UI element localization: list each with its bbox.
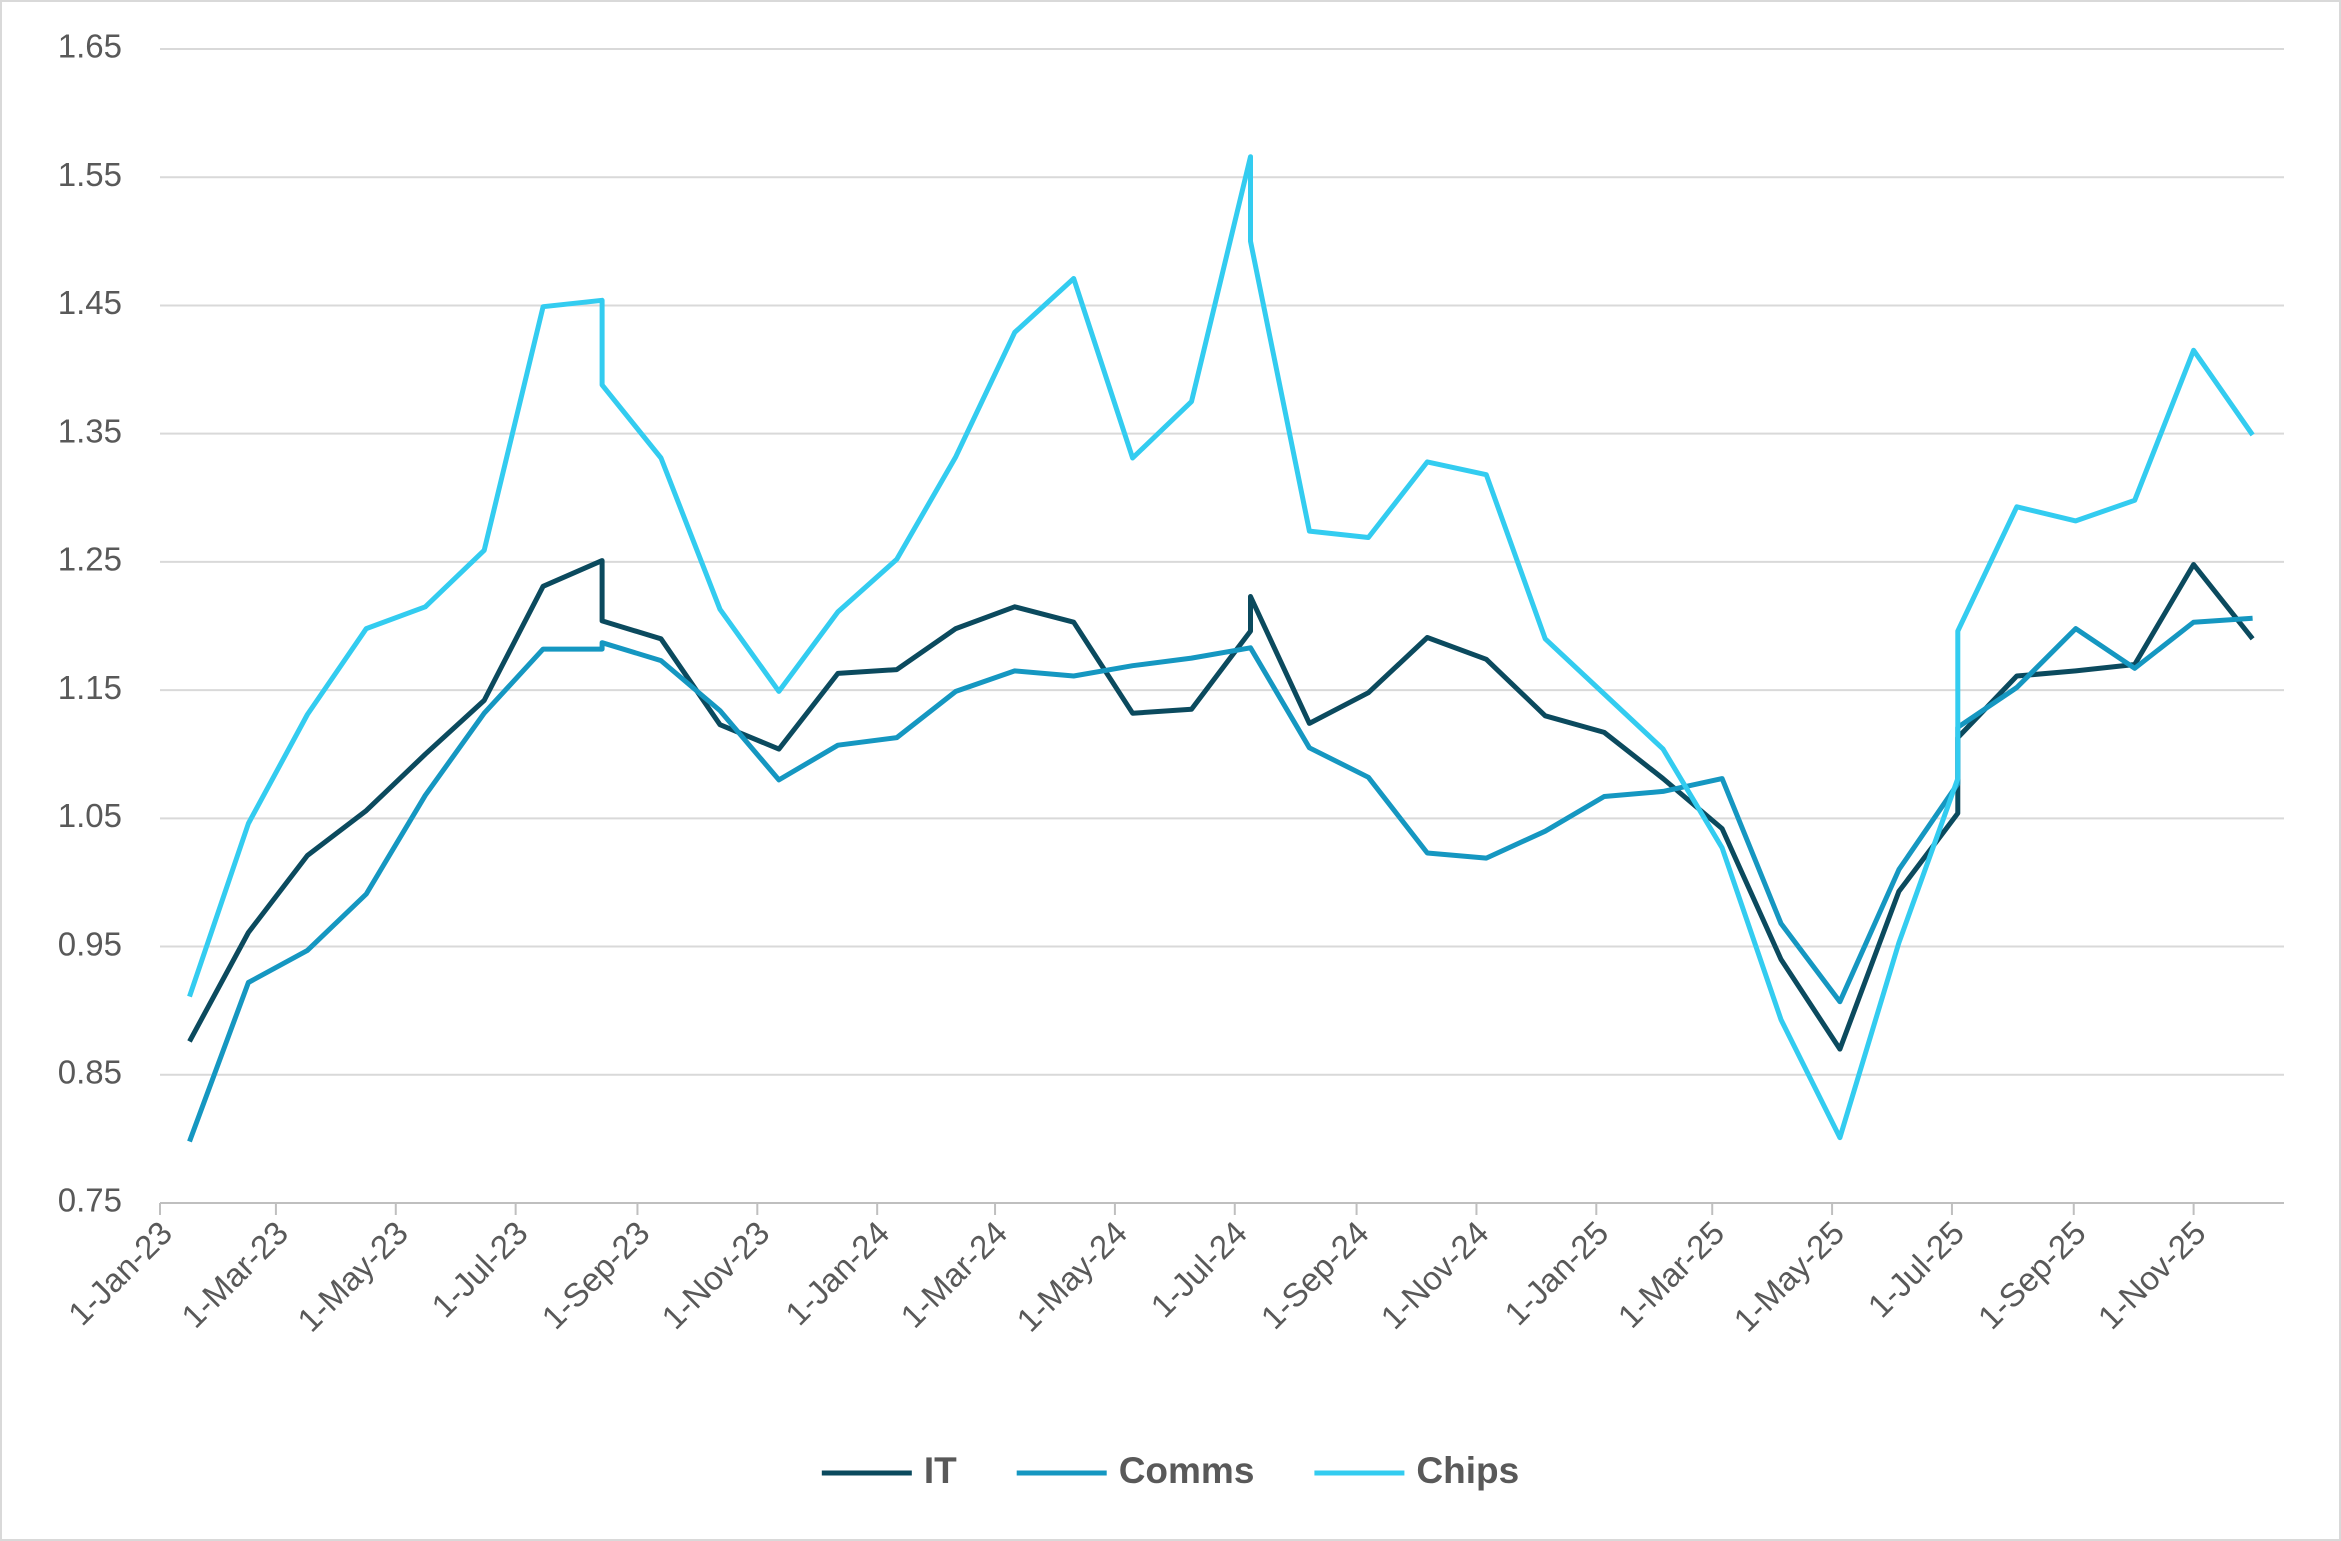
y-tick-label: 1.35 (58, 412, 122, 449)
y-tick-label: 1.55 (58, 156, 122, 193)
y-tick-label: 0.85 (58, 1053, 122, 1090)
y-tick-label: 1.65 (58, 28, 122, 65)
series-line (187, 154, 2255, 1141)
series-line (187, 615, 2253, 1143)
y-tick-label: 0.75 (58, 1182, 122, 1219)
legend-label: IT (924, 1450, 957, 1491)
legend-label: Comms (1119, 1450, 1255, 1491)
y-tick-label: 1.05 (58, 797, 122, 834)
legend-label: Chips (1416, 1450, 1519, 1491)
y-tick-label: 1.15 (58, 669, 122, 706)
y-tick-label: 1.25 (58, 541, 122, 578)
y-tick-label: 1.45 (58, 284, 122, 321)
y-tick-label: 0.95 (58, 925, 122, 962)
